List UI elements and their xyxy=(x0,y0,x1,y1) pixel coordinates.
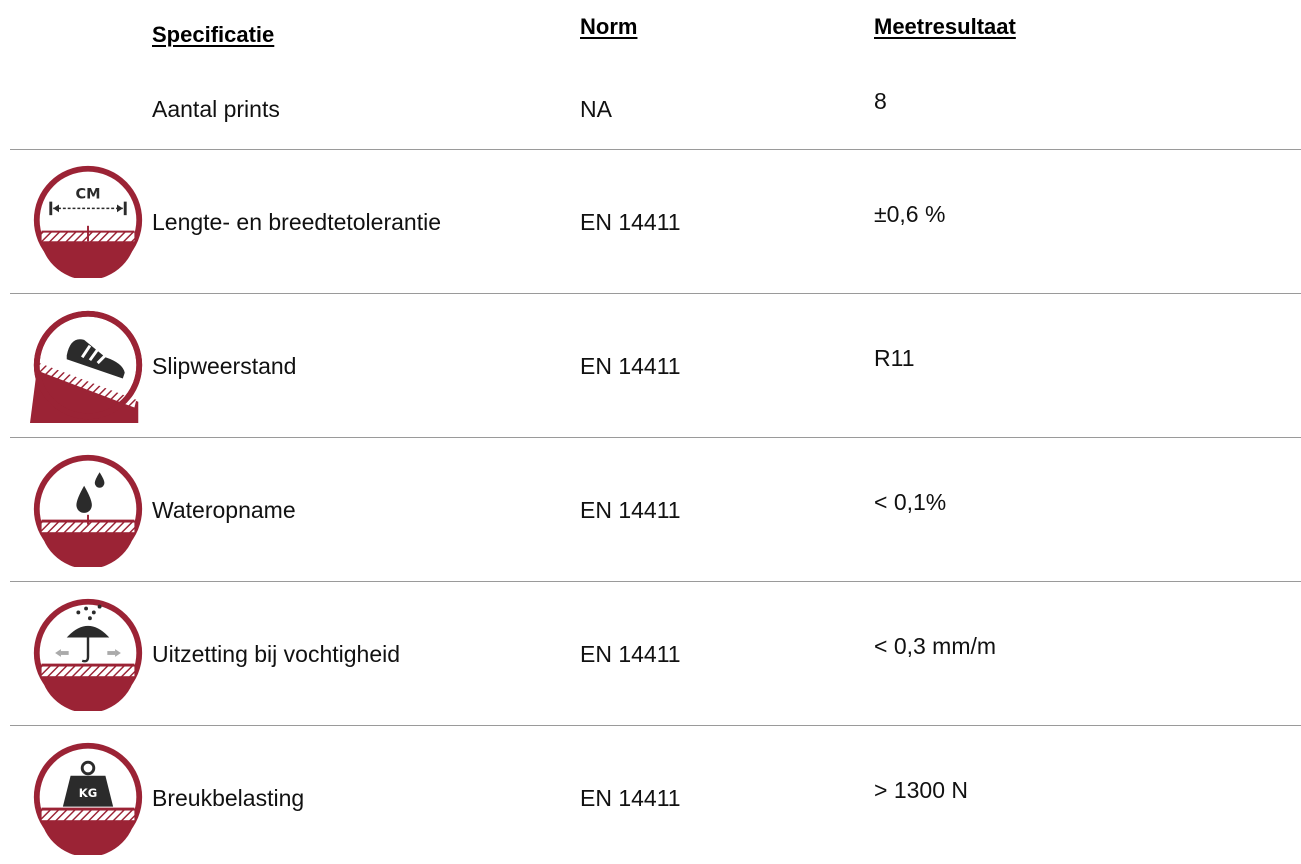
row-divider xyxy=(10,293,1301,294)
norm-cell: NA xyxy=(580,96,612,122)
result-cell: 8 xyxy=(874,88,887,114)
umbrella-rain-icon xyxy=(33,598,143,711)
result-cell: ±0,6 % xyxy=(874,201,946,227)
spec-cell: Uitzetting bij vochtigheid xyxy=(152,641,401,667)
table-row: Aantal prints NA 8 xyxy=(0,0,1301,150)
result-cell: < 0,3 mm/m xyxy=(874,633,997,659)
length-width-tolerance-icon: CM xyxy=(33,165,143,278)
norm-cell: EN 14411 xyxy=(580,641,681,667)
icon-label-kg: KG xyxy=(79,786,98,800)
table-row: CM Lengte- en breedtetolerantie EN 14411… xyxy=(0,150,1301,294)
table-row: Wateropname EN 14411 < 0,1% xyxy=(0,438,1301,582)
norm-cell: EN 14411 xyxy=(580,353,681,379)
row-divider xyxy=(10,149,1301,150)
water-drops-icon xyxy=(33,454,143,567)
row-divider xyxy=(10,725,1301,726)
norm-cell: EN 14411 xyxy=(580,497,681,523)
norm-cell: EN 14411 xyxy=(580,209,681,235)
slip-resistance-shoe-icon xyxy=(30,310,143,423)
spec-cell: Slipweerstand xyxy=(152,353,297,379)
table-row: Uitzetting bij vochtigheid EN 14411 < 0,… xyxy=(0,582,1301,726)
result-cell: > 1300 N xyxy=(874,777,968,803)
table-row: KG Breukbelasting EN 14411 > 1300 N xyxy=(0,726,1301,864)
spec-cell: Breukbelasting xyxy=(152,785,305,811)
spec-cell: Wateropname xyxy=(152,497,296,523)
result-cell: R11 xyxy=(874,345,915,371)
kg-weight-icon: KG xyxy=(33,742,143,855)
table-row: Slipweerstand EN 14411 R11 xyxy=(0,294,1301,438)
header-meetresultaat: Meetresultaat xyxy=(874,14,1016,39)
norm-cell: EN 14411 xyxy=(580,785,681,811)
spec-cell: Aantal prints xyxy=(152,96,280,122)
header-specificatie: Specificatie xyxy=(152,22,275,47)
row-divider xyxy=(10,581,1301,582)
row-divider xyxy=(10,437,1301,438)
header-norm: Norm xyxy=(580,14,638,39)
icon-label-cm: CM xyxy=(75,187,100,203)
spec-cell: Lengte- en breedtetolerantie xyxy=(152,209,441,235)
result-cell: < 0,1% xyxy=(874,489,947,515)
